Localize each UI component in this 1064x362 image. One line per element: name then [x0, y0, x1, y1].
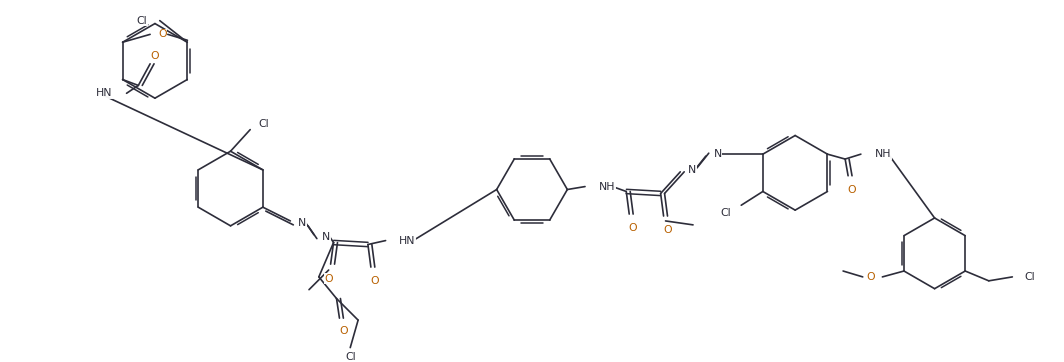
Text: O: O — [151, 51, 160, 61]
Text: N: N — [714, 149, 721, 159]
Text: Cl: Cl — [136, 16, 147, 26]
Text: O: O — [157, 29, 167, 39]
Text: N: N — [298, 218, 306, 228]
Text: HN: HN — [97, 88, 113, 98]
Text: O: O — [370, 276, 379, 286]
Text: O: O — [866, 272, 875, 282]
Text: Cl: Cl — [1025, 272, 1035, 282]
Text: NH: NH — [599, 182, 615, 191]
Text: O: O — [848, 185, 857, 194]
Text: Cl: Cl — [259, 119, 269, 129]
Text: N: N — [321, 232, 330, 242]
Text: Cl: Cl — [720, 208, 731, 218]
Text: O: O — [663, 225, 671, 235]
Text: N: N — [688, 165, 696, 175]
Text: Cl: Cl — [345, 353, 355, 362]
Text: NH: NH — [875, 149, 892, 159]
Text: O: O — [339, 326, 348, 336]
Text: HN: HN — [399, 236, 416, 245]
Text: O: O — [629, 223, 637, 233]
Text: O: O — [325, 274, 333, 284]
